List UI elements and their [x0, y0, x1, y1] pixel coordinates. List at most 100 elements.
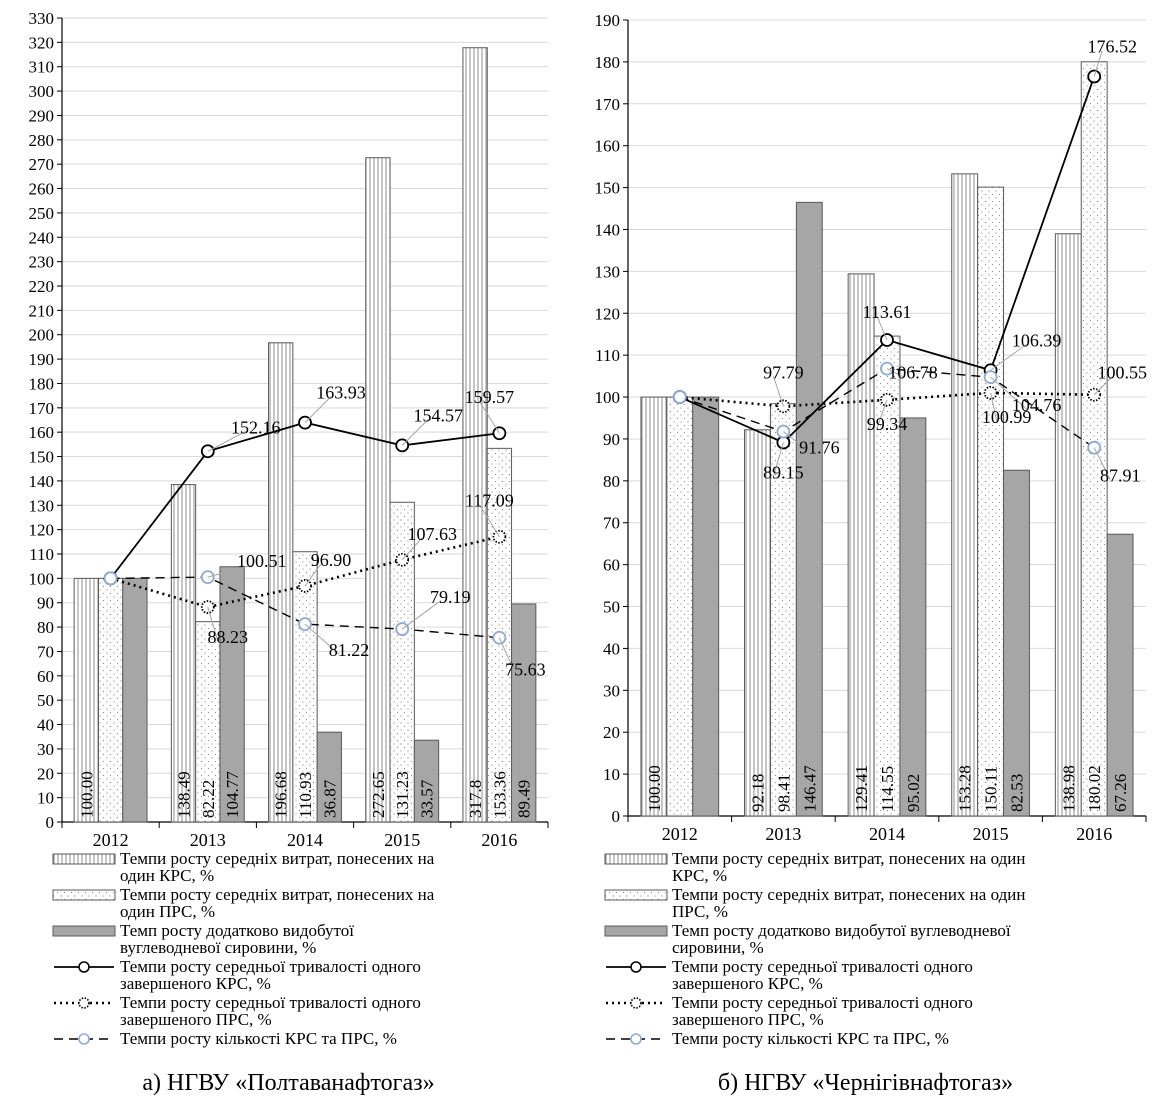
y-tick-label: 0 [46, 813, 55, 832]
label-leader [1093, 447, 1111, 480]
y-tick-label: 110 [595, 346, 620, 365]
y-tick-label: 190 [595, 11, 621, 30]
y-tick-label: 130 [29, 496, 55, 515]
bar-value-label: 196.68 [272, 771, 291, 818]
y-tick-label: 270 [29, 155, 55, 174]
label-leader [478, 400, 500, 434]
bar-value-label: 104.77 [223, 771, 242, 818]
y-tick-label: 80 [603, 472, 620, 491]
y-tick-label: 160 [29, 423, 55, 442]
label-leader [401, 600, 441, 630]
line-s5 [110, 535, 500, 609]
legend-label: Темпи росту середніх витрат, понесених н… [672, 885, 1026, 921]
y-tick-label: 0 [612, 807, 621, 826]
y-tick-label: 150 [29, 448, 55, 467]
legend-item-s3: Темп росту додатково видобутої вуглеводн… [604, 922, 1144, 958]
label-leader [990, 343, 1027, 371]
legend-swatch [52, 853, 116, 865]
y-tick-label: 130 [595, 262, 621, 281]
legend-bar-swatch [52, 925, 116, 937]
y-tick-label: 80 [37, 618, 54, 637]
y-tick-label: 140 [595, 220, 621, 239]
line-value-label: 176.52 [1087, 36, 1137, 56]
bar-value-label: 82.22 [199, 780, 218, 818]
legend-bar-swatch [604, 925, 668, 937]
bar-value-label: 114.55 [878, 766, 897, 812]
bar-s3 [899, 417, 927, 817]
bar-value-label: 180.02 [1085, 765, 1104, 812]
bar-s2 [97, 577, 124, 823]
y-tick-label: 260 [29, 180, 55, 199]
label-leader [207, 606, 219, 642]
legend-label: Темпи росту середніх витрат, понесених н… [120, 885, 435, 921]
bar-value-label: 95.02 [904, 774, 923, 812]
legend-swatch [52, 889, 116, 901]
legend-item-s4: Темпи росту середньої тривалості одного з… [52, 958, 572, 994]
legend-swatch [52, 925, 116, 937]
caption-chernihiv: б) НГВУ «Чернігівнафтогаз» [717, 1070, 1014, 1096]
bar-value-label: 153.28 [956, 765, 975, 812]
label-leader [990, 376, 1027, 410]
legend-marker-swatch [630, 961, 642, 973]
y-tick-label: 140 [29, 472, 55, 491]
y-tick-label: 30 [37, 740, 54, 759]
legend-label: Темпи росту середньої тривалості одного з… [672, 993, 973, 1029]
legend-swatch [604, 853, 668, 865]
y-tick-label: 70 [603, 514, 620, 533]
y-tick-label: 60 [603, 556, 620, 575]
legend-marker-swatch [78, 997, 90, 1009]
label-leader [1093, 50, 1103, 77]
legend-item-s2: Темпи росту середніх витрат, понесених н… [604, 886, 1144, 922]
line-value-label: 152.16 [231, 417, 281, 437]
legend-swatch [54, 1033, 114, 1045]
legend-bar-swatch [604, 889, 668, 901]
bar-s1 [1054, 233, 1082, 817]
bar-s2 [666, 396, 694, 817]
y-tick-label: 60 [37, 667, 54, 686]
label-leader [304, 563, 322, 587]
y-tick-label: 170 [29, 399, 55, 418]
label-leader [401, 419, 429, 446]
y-tick-label: 300 [29, 82, 55, 101]
bar-s1 [640, 396, 668, 817]
chart-chernihiv: 0 10 20 30 40 50 60 70 80 90 100 110 120 130 140 150 160… [595, 11, 1147, 844]
bar-s3 [692, 396, 720, 817]
bar-value-label: 317.8 [466, 780, 485, 818]
bar-value-label: 98.41 [774, 774, 793, 812]
bar-value-label: 110.93 [296, 772, 315, 818]
y-tick-label: 330 [29, 9, 55, 28]
legend-label: Темп росту додатково видобутої вуглеводн… [672, 921, 1011, 957]
line-s6 [110, 576, 500, 639]
bar-s2 [292, 551, 318, 823]
legend-swatch [606, 1033, 666, 1045]
bar-value-label: 146.47 [800, 765, 819, 812]
bar-s2 [977, 186, 1005, 817]
y-tick-label: 120 [29, 521, 55, 540]
legend-label: Темпи росту середніх витрат, понесених н… [120, 849, 435, 885]
bar-s1 [951, 173, 979, 817]
bar-value-label: 138.49 [175, 771, 194, 818]
y-tick-label: 90 [603, 430, 620, 449]
line-value-label: 99.34 [867, 414, 908, 434]
legend-marker-swatch [630, 997, 642, 1009]
bar-value-label: 131.23 [393, 771, 412, 818]
line-marker [672, 390, 687, 404]
y-tick-label: 230 [29, 253, 55, 272]
label-leader [990, 392, 998, 422]
legend-item-s4: Темпи росту середньої тривалості одного з… [604, 958, 1144, 994]
label-leader [304, 623, 340, 655]
bar-value-label: 138.98 [1059, 765, 1078, 812]
y-tick-label: 180 [595, 53, 621, 72]
legend-label: Темпи росту кількості КРС та ПРС, % [120, 1029, 397, 1048]
bar-s1 [744, 429, 771, 817]
bar-value-label: 100.00 [77, 771, 96, 818]
legend-swatch [54, 961, 114, 973]
y-tick-label: 50 [603, 598, 620, 617]
y-tick-label: 40 [37, 716, 54, 735]
legend-poltava: Темпи росту середніх витрат, понесених н… [52, 850, 572, 1066]
label-leader [207, 430, 247, 452]
bar-value-label: 92.18 [749, 774, 768, 812]
label-leader [401, 537, 423, 561]
y-tick-label: 120 [595, 304, 621, 323]
